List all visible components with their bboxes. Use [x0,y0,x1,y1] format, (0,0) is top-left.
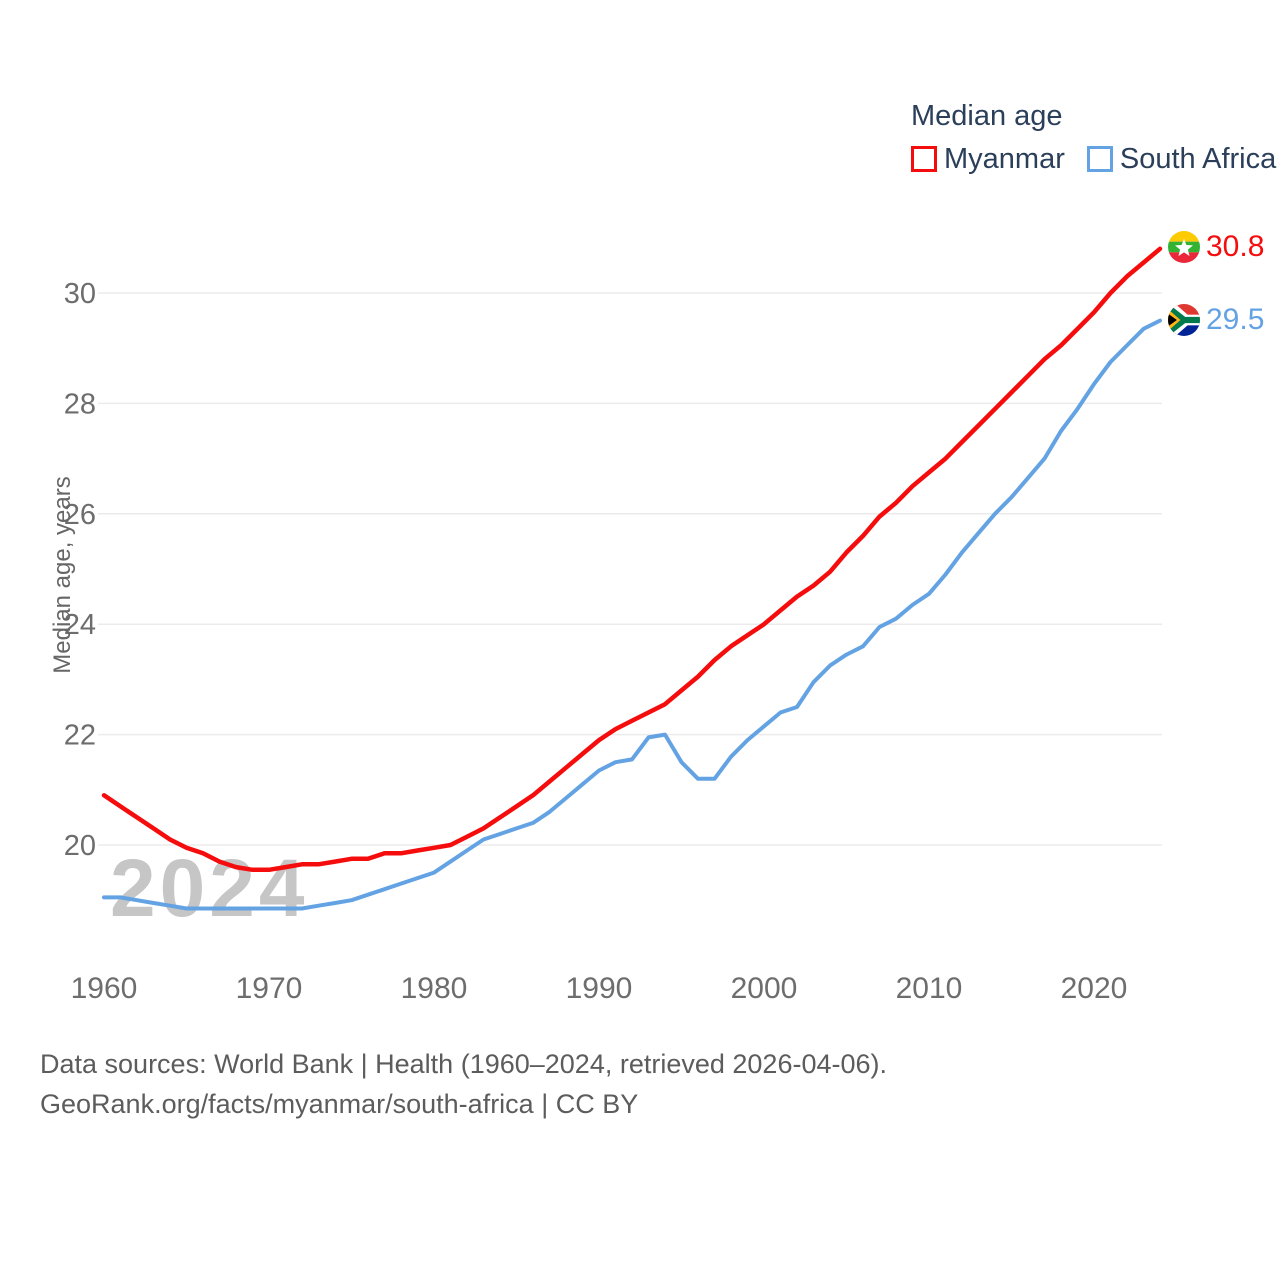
line-south-africa[interactable] [102,318,1162,911]
legend-items: Myanmar South Africa [911,144,1276,174]
x-tick-label: 1960 [71,972,138,1005]
x-tick-label: 1970 [236,972,303,1005]
y-tick-label: 30 [64,278,96,310]
attribution-text[interactable]: GeoRank.org/facts/myanmar/south-africa |… [40,1089,639,1119]
myanmar-swatch-icon [911,146,937,172]
end-value-south-africa: 29.5 [1206,303,1265,336]
legend-item-myanmar[interactable]: Myanmar [911,144,1065,174]
south-africa-flag-icon [1168,304,1200,336]
x-tick-label: 2020 [1061,972,1128,1005]
y-tick-label: 20 [64,830,96,862]
data-source-text: Data sources: World Bank | Health (1960–… [40,1049,887,1079]
legend-item-label: Myanmar [944,143,1065,175]
y-tick-label: 24 [64,609,96,641]
legend: Median age Myanmar South Africa [911,100,1276,174]
myanmar-flag-icon [1168,231,1200,263]
footer: Data sources: World Bank | Health (1960–… [40,1044,887,1124]
end-value-myanmar: 30.8 [1206,230,1265,263]
legend-item-label: South Africa [1119,143,1277,175]
y-tick-label: 26 [64,499,96,531]
y-tick-label: 28 [64,388,96,420]
south-africa-swatch-icon [1086,146,1113,172]
y-tick-label: 22 [64,720,96,752]
end-label-myanmar: 30.8 [1168,231,1264,263]
line-chart-plot-area[interactable]: 20 22 24 26 28 30 1960 1970 1980 1990 2000 2010 2020 [0,0,1280,1030]
legend-title: Median age [911,100,1063,132]
end-label-south-africa: 29.5 [1168,304,1264,336]
y-axis-title: Median age, years [49,476,76,674]
watermark-year: 2024 [110,843,309,934]
legend-item-south-africa[interactable]: South Africa [1086,143,1277,175]
line-myanmar[interactable] [101,246,1163,873]
x-tick-label: 1990 [566,972,633,1005]
x-tick-label: 2010 [896,972,963,1005]
x-tick-label: 1980 [401,972,468,1005]
x-tick-label: 2000 [731,972,798,1005]
